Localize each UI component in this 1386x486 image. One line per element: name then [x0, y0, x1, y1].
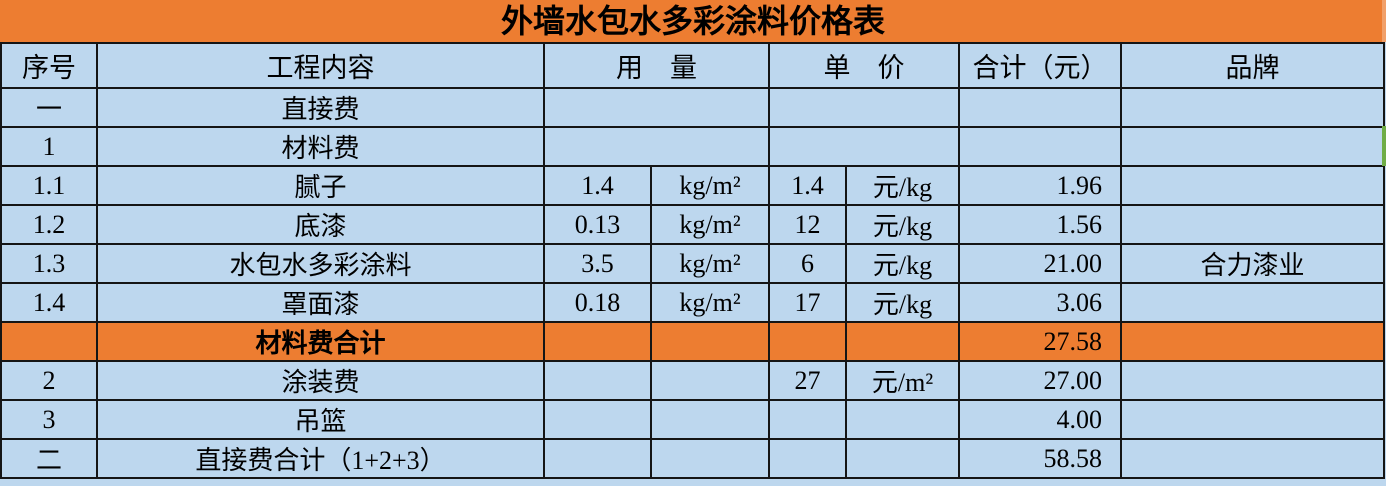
cell-usage-unit[interactable] [650, 399, 770, 440]
material-subtotal-row: 材料费合计 27.58 [0, 321, 1385, 362]
cell-usage[interactable] [543, 87, 770, 128]
header-no[interactable]: 序号 [0, 42, 98, 89]
table-row: 1.3 水包水多彩涂料 3.5 kg/m² 6 元/kg 21.00 合力漆业 [0, 243, 1385, 284]
cell-brand[interactable] [1120, 126, 1385, 167]
cell-content[interactable]: 材料费 [96, 126, 545, 167]
cell-usage-value[interactable] [543, 438, 652, 479]
cell-content[interactable]: 罩面漆 [96, 282, 545, 323]
cell-usage[interactable] [543, 126, 770, 167]
cell-price-unit[interactable]: 元/m² [845, 360, 960, 401]
cell-no[interactable]: 1.1 [0, 165, 98, 206]
cell-price-unit[interactable] [845, 438, 960, 479]
cell-brand[interactable] [1120, 321, 1385, 362]
cell-unit-price[interactable] [768, 126, 960, 167]
cell-total[interactable] [958, 87, 1122, 128]
cell-usage-value[interactable]: 1.4 [543, 165, 652, 206]
cell-total[interactable]: 4.00 [958, 399, 1122, 440]
cell-content[interactable]: 底漆 [96, 204, 545, 245]
header-brand[interactable]: 品牌 [1120, 42, 1385, 89]
cell-price-value[interactable] [768, 321, 847, 362]
cell-usage-value[interactable] [543, 321, 652, 362]
table-row: 1.1 腻子 1.4 kg/m² 1.4 元/kg 1.96 [0, 165, 1385, 206]
cell-total[interactable]: 21.00 [958, 243, 1122, 284]
cell-total[interactable]: 27.58 [958, 321, 1122, 362]
cell-usage-value[interactable]: 0.18 [543, 282, 652, 323]
cell-no[interactable]: 1.4 [0, 282, 98, 323]
cell-content[interactable]: 直接费合计（1+2+3） [96, 438, 545, 479]
price-table: 序号 工程内容 用 量 单 价 合计（元） 品牌 一 直接费 1 材料费 1.1… [0, 42, 1385, 479]
header-total[interactable]: 合计（元） [958, 42, 1122, 89]
cell-usage-unit[interactable]: kg/m² [650, 282, 770, 323]
cell-total[interactable]: 3.06 [958, 282, 1122, 323]
header-content[interactable]: 工程内容 [96, 42, 545, 89]
cell-brand[interactable] [1120, 204, 1385, 245]
cell-usage-value[interactable] [543, 399, 652, 440]
cell-total[interactable]: 1.56 [958, 204, 1122, 245]
cell-price-value[interactable]: 12 [768, 204, 847, 245]
cell-content[interactable]: 材料费合计 [96, 321, 545, 362]
cell-price-unit[interactable]: 元/kg [845, 243, 960, 284]
cell-price-value[interactable]: 17 [768, 282, 847, 323]
cell-usage-unit[interactable] [650, 438, 770, 479]
cell-content[interactable]: 吊篮 [96, 399, 545, 440]
cell-no[interactable]: 2 [0, 360, 98, 401]
cell-usage-unit[interactable]: kg/m² [650, 204, 770, 245]
cell-usage-unit[interactable] [650, 321, 770, 362]
table-row: 1.2 底漆 0.13 kg/m² 12 元/kg 1.56 [0, 204, 1385, 245]
cell-total[interactable] [958, 126, 1122, 167]
cell-content[interactable]: 水包水多彩涂料 [96, 243, 545, 284]
cell-no[interactable]: 1.2 [0, 204, 98, 245]
cell-content[interactable]: 直接费 [96, 87, 545, 128]
cell-price-value[interactable]: 6 [768, 243, 847, 284]
cell-price-value[interactable] [768, 438, 847, 479]
table-row: 1.4 罩面漆 0.18 kg/m² 17 元/kg 3.06 [0, 282, 1385, 323]
cell-price-unit[interactable] [845, 399, 960, 440]
cell-price-value[interactable] [768, 399, 847, 440]
cell-price-unit[interactable]: 元/kg [845, 282, 960, 323]
cell-no[interactable]: 1.3 [0, 243, 98, 284]
cell-brand[interactable] [1120, 165, 1385, 206]
cell-usage-unit[interactable]: kg/m² [650, 165, 770, 206]
cell-brand[interactable] [1120, 282, 1385, 323]
cell-total[interactable]: 58.58 [958, 438, 1122, 479]
cell-no[interactable]: 二 [0, 438, 98, 479]
cell-usage-value[interactable]: 3.5 [543, 243, 652, 284]
table-row: 1 材料费 [0, 126, 1385, 167]
cell-price-unit[interactable]: 元/kg [845, 204, 960, 245]
cell-content[interactable]: 腻子 [96, 165, 545, 206]
header-row: 序号 工程内容 用 量 单 价 合计（元） 品牌 [0, 42, 1385, 89]
cell-content[interactable]: 涂装费 [96, 360, 545, 401]
cell-brand[interactable] [1120, 87, 1385, 128]
cell-price-value[interactable]: 27 [768, 360, 847, 401]
cell-usage-value[interactable]: 0.13 [543, 204, 652, 245]
cell-no[interactable] [0, 321, 98, 362]
header-usage[interactable]: 用 量 [543, 42, 770, 89]
cell-no[interactable]: 一 [0, 87, 98, 128]
cell-no[interactable]: 1 [0, 126, 98, 167]
cell-usage-unit[interactable] [650, 360, 770, 401]
header-unit-price[interactable]: 单 价 [768, 42, 960, 89]
table-row: 3 吊篮 4.00 [0, 399, 1385, 440]
adjacent-green-cell-sliver [1382, 126, 1386, 166]
cell-brand[interactable] [1120, 360, 1385, 401]
cell-unit-price[interactable] [768, 87, 960, 128]
title-edge-sliver [1382, 0, 1386, 42]
cell-price-unit[interactable]: 元/kg [845, 165, 960, 206]
cell-price-unit[interactable] [845, 321, 960, 362]
cell-brand[interactable] [1120, 438, 1385, 479]
table-row: 二 直接费合计（1+2+3） 58.58 [0, 438, 1385, 479]
table-row: 一 直接费 [0, 87, 1385, 128]
cell-brand[interactable]: 合力漆业 [1120, 243, 1385, 284]
table-row: 2 涂装费 27 元/m² 27.00 [0, 360, 1385, 401]
cell-usage-value[interactable] [543, 360, 652, 401]
cell-brand[interactable] [1120, 399, 1385, 440]
cell-total[interactable]: 27.00 [958, 360, 1122, 401]
cell-total[interactable]: 1.96 [958, 165, 1122, 206]
cell-price-value[interactable]: 1.4 [768, 165, 847, 206]
table-title: 外墙水包水多彩涂料价格表 [0, 0, 1386, 42]
cell-no[interactable]: 3 [0, 399, 98, 440]
cell-usage-unit[interactable]: kg/m² [650, 243, 770, 284]
